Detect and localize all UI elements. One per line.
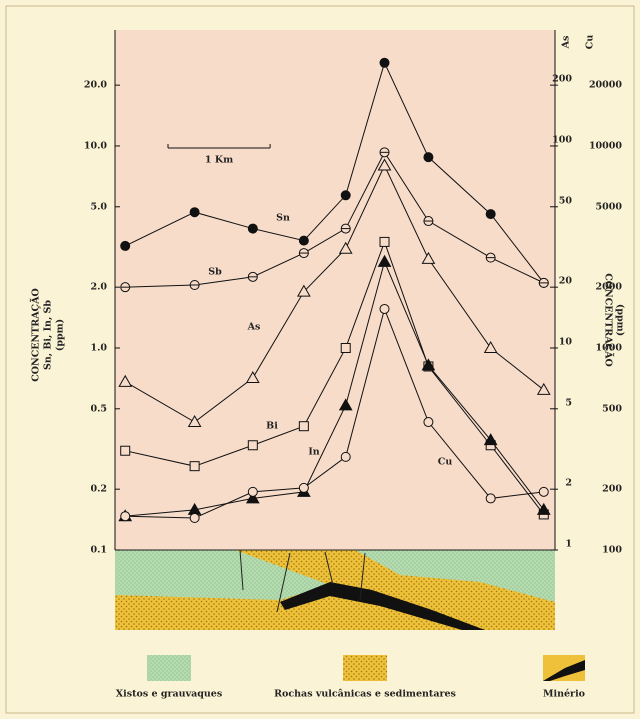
marker — [248, 441, 257, 450]
series-label: As — [247, 322, 261, 333]
y-tick-label: 5.0 — [90, 201, 107, 212]
series-label: Cu — [438, 457, 453, 468]
marker — [424, 153, 433, 162]
marker — [486, 210, 495, 219]
y-tick-label: 0.2 — [90, 484, 107, 495]
marker — [248, 487, 257, 496]
marker — [380, 58, 389, 67]
series-label: In — [308, 447, 319, 458]
marker — [248, 224, 257, 233]
y3-tick-label: 500 — [602, 403, 622, 414]
marker — [299, 483, 308, 492]
marker — [190, 462, 199, 471]
chart: 0.1 0.2 0.5 1.0 2.0 5.0 10.0 20.0 1 2 5 10 20 50 100 20… — [0, 0, 640, 719]
y-tick-label: 10.0 — [84, 140, 108, 151]
y-axis-label: Sn, Bi, In, Sb — [43, 300, 54, 370]
series-label: Bi — [266, 421, 278, 432]
page: {"chart_data": { "type": "line", "x": [0… — [0, 0, 640, 723]
series-label: Sn — [276, 213, 290, 224]
marker — [424, 418, 433, 427]
y-tick-label: 20.0 — [84, 80, 108, 91]
y2-tick-label: 20 — [559, 276, 573, 287]
cross-section — [115, 550, 555, 630]
y-tick-label: 1.0 — [90, 342, 107, 353]
y-axis-label: CONCENTRAÇÃO — [30, 288, 42, 382]
y2-axis-label: CONCENTRAÇÃO — [603, 273, 615, 367]
marker — [341, 452, 350, 461]
y2-tick-label: 200 — [552, 74, 572, 85]
marker — [380, 237, 389, 246]
y2-tick-label: 5 — [565, 397, 572, 408]
y2-name: As — [561, 36, 572, 50]
y3-tick-label: 100 — [602, 545, 622, 556]
marker — [380, 304, 389, 313]
marker — [341, 191, 350, 200]
y3-name: Cu — [585, 35, 596, 50]
scale-bar-label: 1 Km — [205, 155, 233, 166]
y3-tick-label: 200 — [602, 484, 622, 495]
marker — [299, 422, 308, 431]
marker — [121, 446, 130, 455]
y-tick-label: 0.5 — [90, 403, 107, 414]
y-axis-label: (ppm) — [55, 319, 66, 351]
marker — [486, 494, 495, 503]
y3-tick-label: 5000 — [596, 201, 623, 212]
plot-area — [115, 30, 555, 550]
marker — [341, 343, 350, 352]
series-label: Sb — [208, 267, 222, 278]
marker — [121, 241, 130, 250]
marker — [190, 514, 199, 523]
marker — [299, 236, 308, 245]
marker — [539, 487, 548, 496]
y3-tick-label: 10000 — [589, 140, 622, 151]
y2-axis-label: (ppm) — [615, 304, 626, 336]
section-legend-label: Minério — [543, 689, 585, 700]
y3-tick-label: 20000 — [589, 80, 622, 91]
y2-tick-label: 50 — [559, 195, 573, 206]
y2-tick-label: 1 — [565, 539, 572, 550]
section-legend-label: Xistos e grauvaques — [116, 689, 222, 700]
y-tick-label: 2.0 — [90, 282, 107, 293]
marker — [121, 512, 130, 521]
y2-tick-label: 10 — [559, 336, 573, 347]
section-legend-label: Rochas vulcânicas e sedimentares — [274, 689, 456, 700]
y-tick-label: 0.1 — [90, 545, 107, 556]
y2-tick-label: 100 — [552, 134, 572, 145]
y2-tick-label: 2 — [565, 478, 572, 489]
marker — [190, 208, 199, 217]
